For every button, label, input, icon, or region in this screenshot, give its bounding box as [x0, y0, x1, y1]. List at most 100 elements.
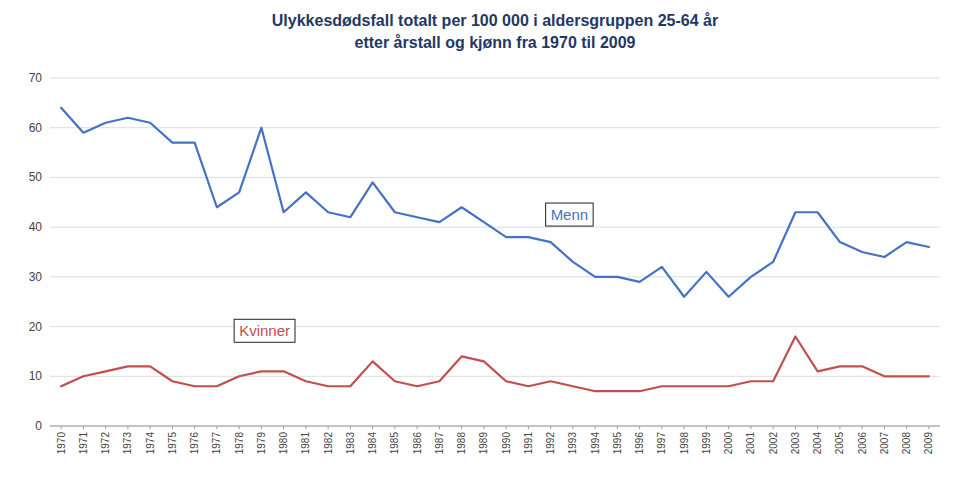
x-tick-label: 2008 — [901, 432, 912, 455]
x-tick-label: 1999 — [701, 432, 712, 455]
x-tick — [61, 426, 62, 429]
x-tick — [83, 426, 84, 429]
x-tick-label: 1992 — [545, 432, 556, 455]
x-tick — [261, 426, 262, 429]
grid-line — [50, 426, 940, 427]
x-tick-label: 1970 — [56, 432, 67, 455]
x-tick-label: 2003 — [790, 432, 801, 455]
x-tick-label: 1977 — [211, 432, 222, 455]
grid-line — [50, 376, 940, 377]
series-label: Menn — [546, 203, 594, 226]
series-line — [61, 108, 929, 297]
x-tick-label: 1973 — [122, 432, 133, 455]
x-tick — [928, 426, 929, 429]
x-tick-label: 1998 — [679, 432, 690, 455]
x-tick-label: 1974 — [145, 432, 156, 455]
x-tick — [706, 426, 707, 429]
x-tick-label: 2007 — [879, 432, 890, 455]
x-tick — [817, 426, 818, 429]
x-tick — [305, 426, 306, 429]
y-tick-label: 60 — [29, 121, 43, 135]
x-axis-line — [50, 426, 940, 427]
series-label: Kvinner — [234, 319, 295, 342]
x-tick-label: 2004 — [812, 432, 823, 455]
x-tick — [773, 426, 774, 429]
x-tick-label: 1994 — [590, 432, 601, 455]
x-tick-label: 1996 — [634, 432, 645, 455]
x-tick-label: 1993 — [567, 432, 578, 455]
y-tick-label: 30 — [29, 270, 43, 284]
grid-line — [50, 127, 940, 128]
x-tick-label: 2009 — [923, 432, 934, 455]
x-tick-label: 1981 — [300, 432, 311, 455]
x-tick-label: 1976 — [189, 432, 200, 455]
x-tick — [839, 426, 840, 429]
x-tick — [661, 426, 662, 429]
x-tick-label: 1984 — [367, 432, 378, 455]
x-tick-label: 2000 — [723, 432, 734, 455]
x-tick — [127, 426, 128, 429]
x-tick — [150, 426, 151, 429]
x-tick-label: 1971 — [78, 432, 89, 455]
x-tick-label: 1997 — [656, 432, 667, 455]
grid-line — [50, 177, 940, 178]
y-tick-label: 0 — [35, 419, 42, 433]
x-tick-label: 1989 — [478, 432, 489, 455]
x-tick — [506, 426, 507, 429]
y-tick-label: 70 — [29, 71, 43, 85]
x-tick-label: 1991 — [523, 432, 534, 455]
x-tick — [439, 426, 440, 429]
series-labels: Menn Kvinner — [234, 203, 593, 342]
x-tick-label: 1980 — [278, 432, 289, 455]
x-tick-label: 2005 — [834, 432, 845, 455]
x-tick — [105, 426, 106, 429]
grid-line — [50, 78, 940, 79]
x-tick — [728, 426, 729, 429]
x-tick — [194, 426, 195, 429]
x-tick-label: 1988 — [456, 432, 467, 455]
y-tick-label: 20 — [29, 320, 43, 334]
x-tick — [417, 426, 418, 429]
x-tick-label: 1975 — [167, 432, 178, 455]
x-tick-label: 2002 — [768, 432, 779, 455]
x-tick — [639, 426, 640, 429]
x-tick-label: 1995 — [612, 432, 623, 455]
grid-line — [50, 227, 940, 228]
x-tick — [283, 426, 284, 429]
x-tick — [862, 426, 863, 429]
grid-line — [50, 326, 940, 327]
x-tick — [550, 426, 551, 429]
x-tick — [528, 426, 529, 429]
title: Ulykkesdødsfall totalt per 100 000 i ald… — [272, 12, 718, 51]
x-tick-label: 1983 — [345, 432, 356, 455]
x-tick — [172, 426, 173, 429]
x-tick — [372, 426, 373, 429]
x-tick-label: 1990 — [501, 432, 512, 455]
x-tick-label: 1982 — [323, 432, 334, 455]
x-tick — [906, 426, 907, 429]
x-tick — [328, 426, 329, 429]
x-tick — [239, 426, 240, 429]
x-tick — [617, 426, 618, 429]
x-tick — [572, 426, 573, 429]
x-tick-label: 1987 — [434, 432, 445, 455]
y-axis: 0 10 20 30 40 50 60 70 — [29, 71, 940, 433]
plot-area — [61, 108, 929, 391]
x-tick-label: 1985 — [389, 432, 400, 455]
y-tick-label: 50 — [29, 170, 43, 184]
x-tick — [483, 426, 484, 429]
x-tick-label: 2006 — [857, 432, 868, 455]
label-box — [546, 203, 594, 226]
x-tick — [595, 426, 596, 429]
x-tick — [684, 426, 685, 429]
x-tick-label: 1972 — [100, 432, 111, 455]
y-tick-label: 40 — [29, 220, 43, 234]
x-tick — [884, 426, 885, 429]
x-tick — [795, 426, 796, 429]
y-tick-label: 10 — [29, 369, 43, 383]
x-tick-label: 1986 — [412, 432, 423, 455]
x-tick-label: 1978 — [234, 432, 245, 455]
label-box — [234, 319, 295, 342]
x-tick — [350, 426, 351, 429]
x-tick-label: 2001 — [745, 432, 756, 455]
